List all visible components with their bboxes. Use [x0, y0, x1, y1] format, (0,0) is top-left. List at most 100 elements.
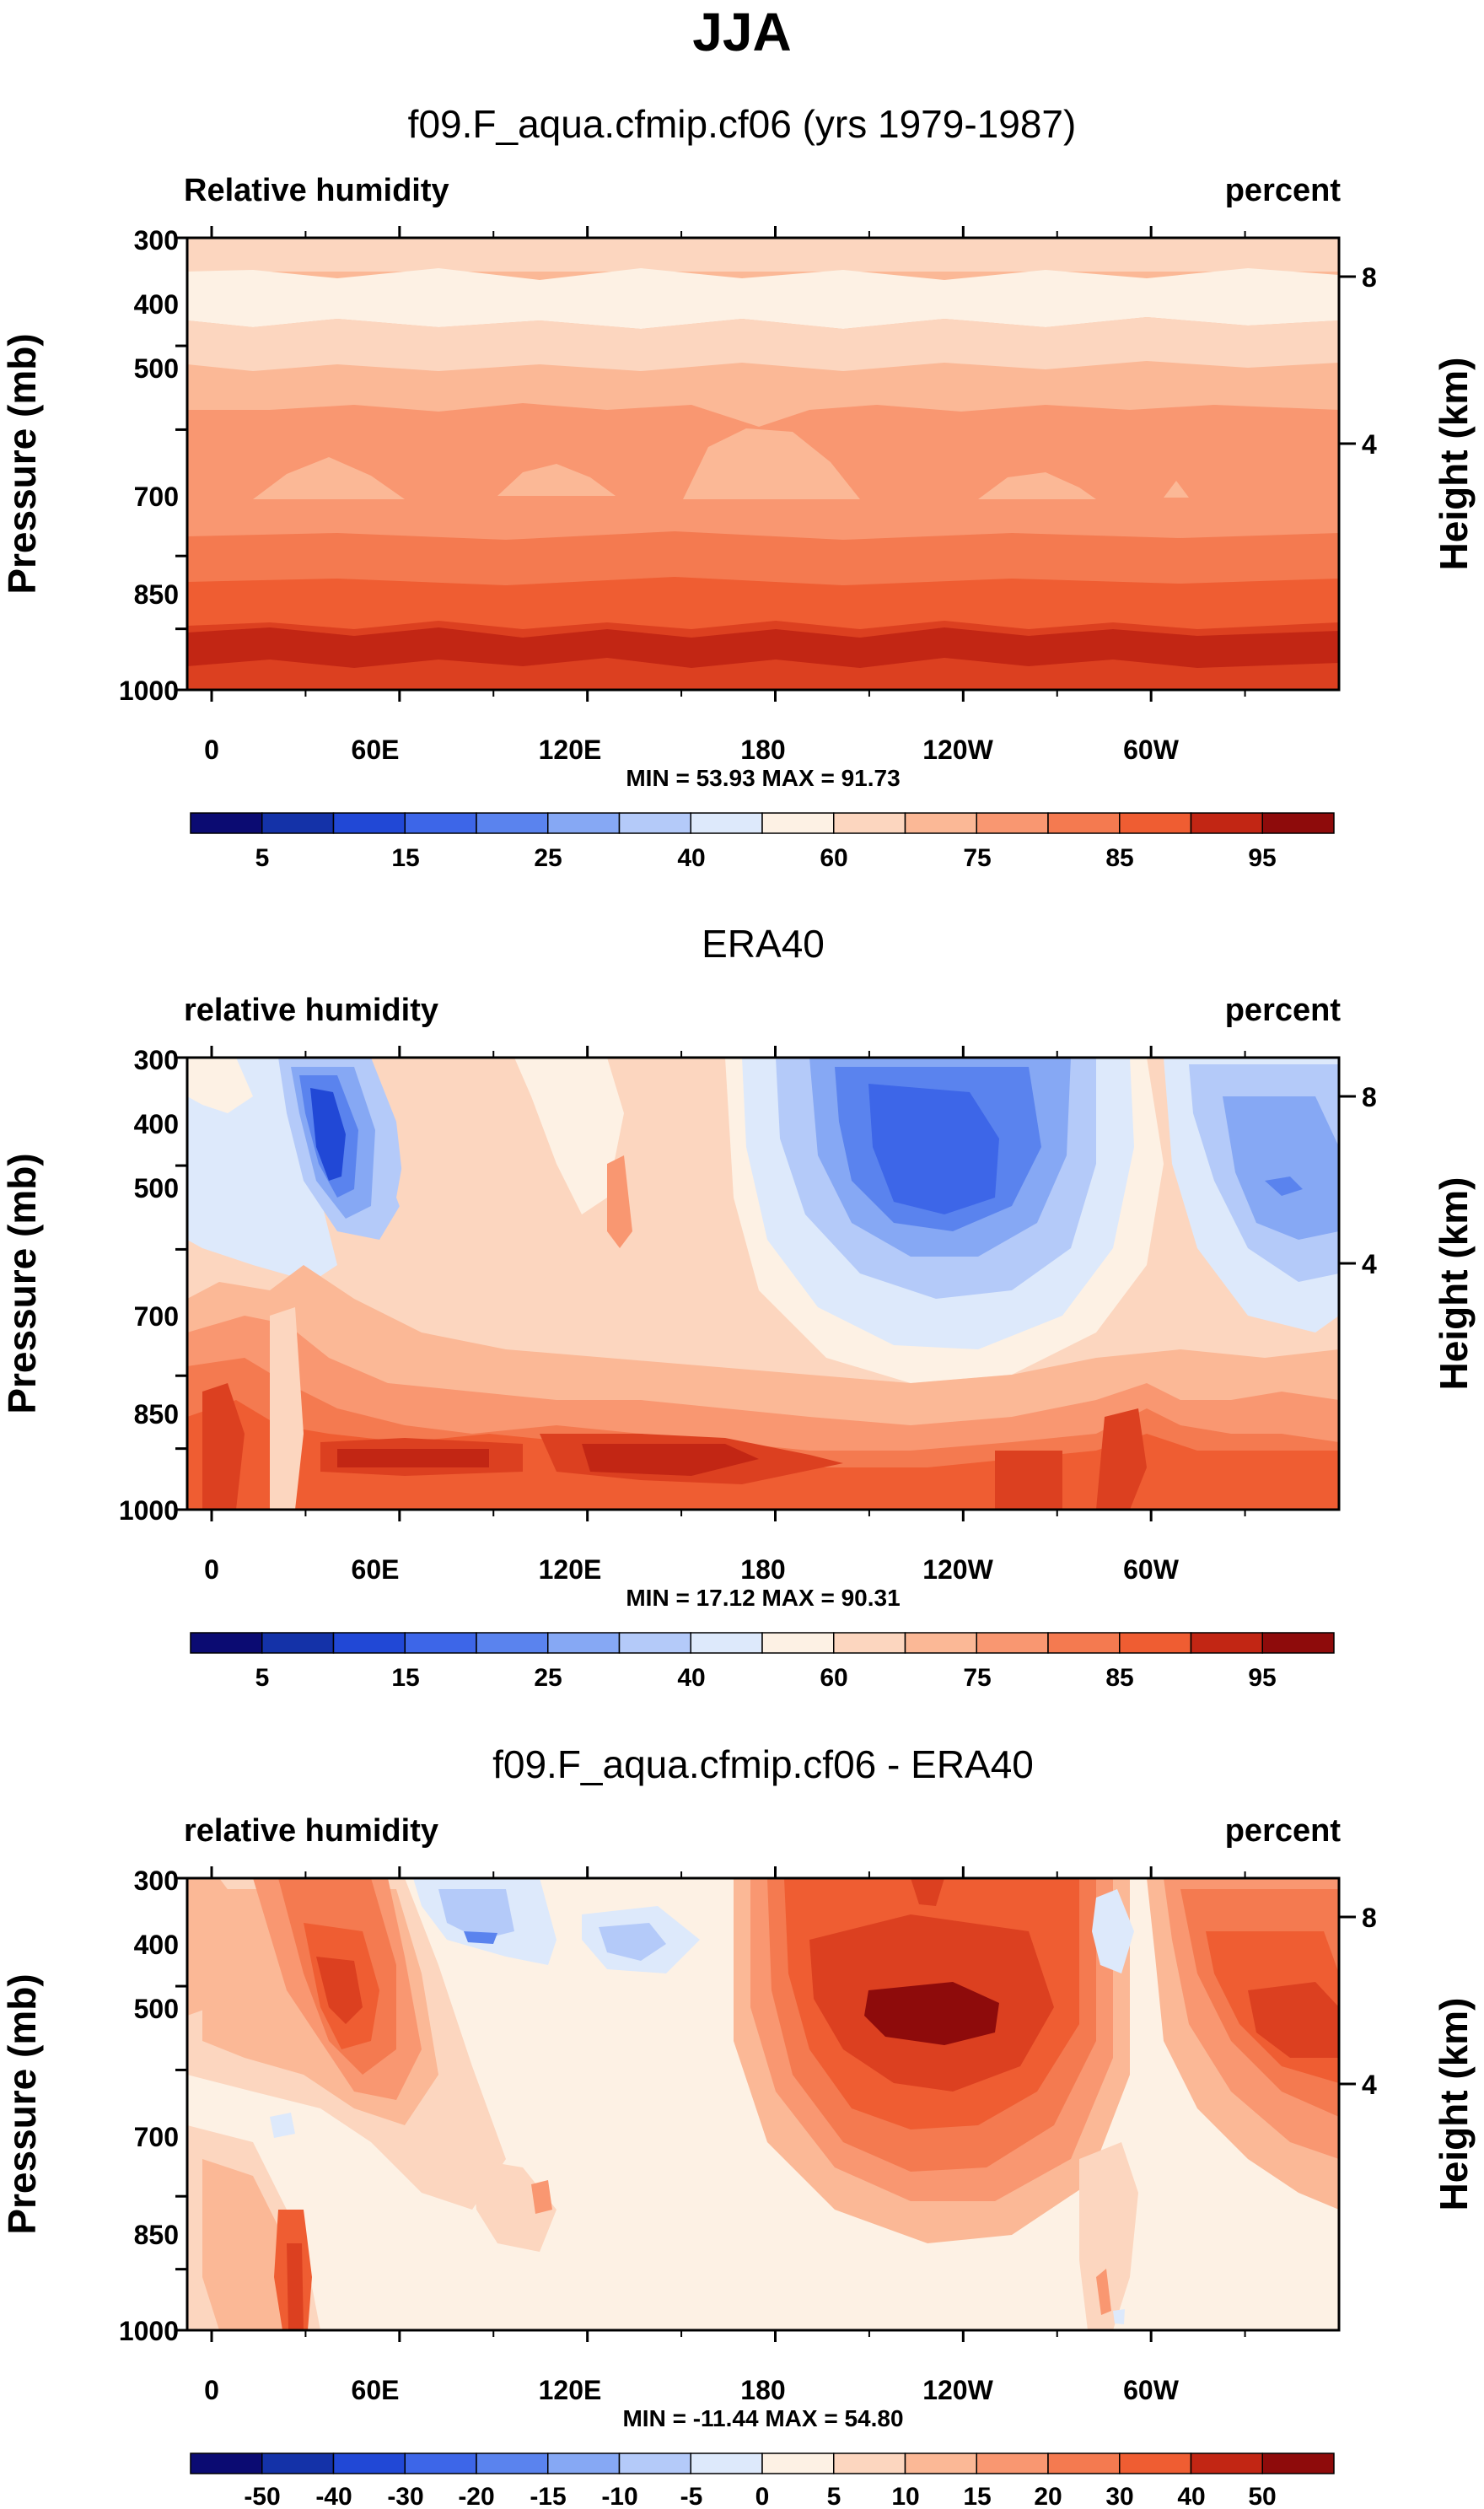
variable-label: Relative humidity — [184, 173, 449, 208]
blob-rh-70 — [497, 464, 616, 496]
colorbar-box — [1047, 1632, 1121, 1654]
colorbar-label: -5 — [680, 2483, 703, 2509]
x-tick-label: 60W — [1123, 735, 1180, 765]
band-rh-60 — [187, 238, 1339, 272]
colorbar-label: 10 — [891, 2483, 919, 2509]
colorbar-box — [690, 812, 763, 834]
region-rh-20 — [1265, 1176, 1303, 1196]
x-tick-label: 60W — [1123, 1554, 1180, 1585]
colorbar-label: 25 — [534, 1664, 562, 1692]
colorbar-box — [761, 812, 835, 834]
region-diff-40 — [1248, 1982, 1339, 2058]
x-axis-ticks — [210, 1046, 1246, 1521]
y-tick-label: 300 — [134, 225, 179, 256]
region-diff-10 — [187, 1878, 278, 2016]
x-tick-label: 180 — [740, 1554, 785, 1585]
colorbar-label: 20 — [1034, 2483, 1062, 2509]
colorbar-label: 40 — [677, 1664, 705, 1692]
y2-axis-title: Height (km) — [1432, 1998, 1476, 2211]
region-rh-90 — [337, 1449, 489, 1467]
y-tick-label: 1000 — [119, 1495, 179, 1526]
y-tick-label: 300 — [134, 1045, 179, 1075]
colorbar-label: 5 — [255, 1664, 270, 1692]
colorbar-label: 5 — [255, 844, 270, 872]
blob-rh-70 — [978, 472, 1096, 499]
x-tick-label: 60E — [352, 735, 400, 765]
colorbar-box — [833, 1632, 906, 1654]
colorbar-box — [332, 1632, 406, 1654]
colorbar-label: 30 — [1105, 2483, 1133, 2509]
colorbar-box — [904, 1632, 977, 1654]
band-rh-95 — [187, 627, 1339, 668]
units-label: percent — [1225, 173, 1342, 208]
min-max-stats: MIN = 17.12 MAX = 90.31 — [626, 1585, 900, 1611]
x-tick-label: 120W — [922, 2375, 993, 2405]
y-axis-title: Pressure (mb) — [0, 333, 44, 594]
colorbar-label: 15 — [963, 2483, 991, 2509]
y-tick-label: 500 — [134, 353, 179, 384]
y-axis-ticks — [175, 236, 187, 692]
region-diff-neg10 — [438, 1889, 514, 1940]
y-tick-label: 1000 — [119, 2316, 179, 2346]
colorbar-box — [761, 1632, 835, 1654]
colorbar-box — [1261, 2452, 1335, 2474]
colorbar-label: 15 — [391, 844, 419, 872]
colorbar-box — [190, 2452, 263, 2474]
y2-axis-title: Height (km) — [1432, 358, 1476, 571]
y-tick-label: 1000 — [119, 676, 179, 706]
x-tick-label: 120E — [539, 2375, 602, 2405]
x-tick-label: 60E — [352, 1554, 400, 1585]
colorbar-box — [190, 1632, 263, 1654]
contour-field — [187, 238, 1339, 690]
region-diff-neg5 — [1092, 1889, 1134, 1973]
y-tick-label: 850 — [134, 1399, 179, 1429]
y2-tick-label: 4 — [1362, 2070, 1377, 2100]
colorbar-box — [618, 1632, 691, 1654]
colorbar-box — [261, 1632, 335, 1654]
x-tick-label: 120E — [539, 1554, 602, 1585]
y-axis-ticks — [175, 1056, 187, 1511]
x-tick-label: 60E — [352, 2375, 400, 2405]
variable-label: relative humidity — [184, 1813, 438, 1849]
y2-axis-title: Height (km) — [1432, 1177, 1476, 1391]
y2-tick-label: 4 — [1362, 1249, 1377, 1279]
region-diff-neg10 — [599, 1923, 666, 1961]
y-tick-label: 700 — [134, 482, 179, 512]
y-axis-title: Pressure (mb) — [0, 1973, 44, 2234]
plot-frame — [186, 1056, 1341, 1511]
blob-rh-70 — [253, 457, 405, 499]
region-rh-60 — [270, 1307, 304, 1510]
region-diff-40 — [316, 1957, 363, 2024]
colorbar-box — [618, 2452, 691, 2474]
colorbar-box — [976, 1632, 1049, 1654]
region-diff-15 — [1096, 2269, 1111, 2315]
units-label: percent — [1225, 993, 1342, 1028]
x-tick-label: 120W — [922, 735, 993, 765]
colorbar-box — [476, 2452, 549, 2474]
colorbar-label: -50 — [244, 2483, 280, 2509]
colorbar-box — [1047, 812, 1121, 834]
colorbar-label: 40 — [1177, 2483, 1205, 2509]
y-tick-label: 700 — [134, 2122, 179, 2152]
min-max-stats: MIN = 53.93 MAX = 91.73 — [626, 765, 900, 791]
colorbar-box — [618, 812, 691, 834]
colorbar-box — [761, 2452, 835, 2474]
y-tick-label: 300 — [134, 1866, 179, 1896]
y-tick-label: 850 — [134, 579, 179, 610]
region-rh-90 — [582, 1444, 759, 1476]
region-diff-5 — [1079, 2142, 1138, 2330]
colorbar-label: 75 — [963, 1664, 991, 1692]
units-label: percent — [1225, 1813, 1342, 1849]
region-diff-50 — [864, 1982, 999, 2045]
contour-field — [187, 1878, 1339, 2330]
y2-tick-label: 4 — [1362, 429, 1377, 460]
y-tick-label: 500 — [134, 1994, 179, 2024]
region-diff-5 — [472, 2159, 556, 2252]
min-max-stats: MIN = -11.44 MAX = 54.80 — [622, 2405, 903, 2431]
colorbar-box — [904, 812, 977, 834]
colorbar-box — [1261, 1632, 1335, 1654]
colorbar-box — [547, 812, 621, 834]
colorbar-label: 85 — [1105, 1664, 1133, 1692]
plot-frame — [186, 236, 1341, 692]
